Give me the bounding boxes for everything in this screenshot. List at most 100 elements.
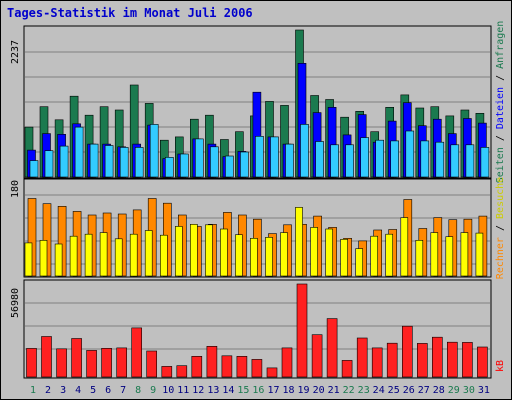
day-tick-label: 22 [343, 385, 355, 396]
besuche-bar [430, 232, 439, 277]
kb-bar [446, 341, 458, 378]
day-tick-label: 3 [60, 385, 66, 396]
legend-entry: Seiten [495, 147, 506, 183]
seiten-bar [450, 144, 460, 178]
besuche-bar [175, 226, 183, 277]
seiten-bar [149, 124, 159, 178]
day-tick-label: 20 [313, 385, 325, 396]
besuche-bar [325, 228, 333, 277]
bottom-legend: kB [495, 360, 506, 372]
kb-bar [116, 347, 127, 378]
besuche-bar [144, 230, 153, 277]
kb-bar [416, 343, 428, 378]
day-tick-label: 2 [45, 385, 51, 396]
middle-bars [24, 198, 488, 277]
seiten-bar [180, 153, 189, 178]
seiten-bar [74, 126, 84, 178]
legend-entry: / [495, 219, 506, 237]
seiten-bar [104, 145, 114, 178]
seiten-bar [59, 145, 69, 178]
besuche-bar [340, 239, 348, 277]
besuche-bar [415, 240, 424, 277]
kb-bar [431, 336, 443, 378]
seiten-bar [165, 157, 174, 178]
kb-bar [251, 359, 263, 378]
seiten-bar [134, 147, 144, 178]
besuche-bar [445, 236, 454, 277]
besuche-bar [475, 232, 484, 277]
top-ymax-label: 2237 [10, 40, 21, 64]
legend-entry: Anfragen [495, 21, 506, 69]
besuche-bar [310, 227, 318, 277]
besuche-bar [355, 248, 364, 277]
besuche-bar [205, 224, 213, 277]
kb-bar [386, 342, 398, 378]
day-tick-label: 5 [90, 385, 96, 396]
seiten-bar [480, 147, 490, 178]
day-tick-label: 19 [297, 385, 309, 396]
besuche-bar [160, 234, 168, 277]
kb-bar [221, 355, 233, 378]
day-tick-label: 25 [388, 385, 400, 396]
legend-entry: kB [495, 360, 506, 372]
seiten-bar [255, 136, 264, 178]
besuche-bar [400, 217, 409, 277]
day-tick-label: 9 [150, 385, 156, 396]
kb-bar [176, 365, 188, 378]
kb-bar [401, 325, 413, 378]
day-tick-label: 16 [252, 385, 264, 396]
besuche-bar [114, 238, 123, 277]
besuche-bar [265, 237, 273, 277]
day-tick-label: 21 [328, 385, 340, 396]
kb-bar [462, 342, 473, 378]
day-tick-label: 7 [120, 385, 126, 396]
seiten-bar [89, 143, 99, 178]
day-tick-label: 14 [222, 385, 234, 396]
seiten-bar [435, 141, 445, 178]
top-bars [24, 29, 490, 178]
besuche-bar [69, 235, 78, 277]
seiten-bar [375, 139, 385, 178]
kb-bar [101, 347, 112, 378]
seiten-bar [420, 140, 430, 178]
kb-bar [296, 283, 308, 378]
besuche-bar [235, 234, 243, 277]
day-tick-label: 26 [403, 385, 415, 396]
day-tick-label: 29 [448, 385, 460, 396]
besuche-bar [295, 207, 303, 277]
legend-entry: Dateien [495, 87, 506, 129]
day-tick-label: 12 [192, 385, 204, 396]
seiten-bar [405, 130, 415, 178]
day-tick-label: 15 [237, 385, 249, 396]
seiten-bar [270, 136, 279, 178]
besuche-bar [129, 233, 138, 277]
besuche-bar [220, 228, 228, 277]
day-tick-label: 30 [463, 385, 475, 396]
kb-bar [146, 350, 157, 378]
day-tick-label: 11 [177, 385, 189, 396]
day-tick-label: 31 [478, 385, 490, 396]
seiten-bar [315, 141, 324, 178]
seiten-bar [300, 124, 309, 178]
legend-entry: Besuche [495, 177, 506, 219]
seiten-bar [195, 138, 204, 178]
kb-bar [56, 348, 67, 378]
kb-bar [71, 338, 82, 378]
kb-bar [131, 327, 142, 378]
kb-bar [326, 318, 338, 378]
day-tick-label: 28 [433, 385, 445, 396]
besuche-bar [250, 238, 258, 277]
kb-bar [191, 355, 203, 378]
top-legend: Seiten / Dateien / Anfragen [495, 21, 506, 184]
seiten-bar [465, 144, 475, 178]
bottom-bars [26, 283, 488, 378]
besuche-bar [84, 233, 93, 277]
seiten-bar [285, 143, 294, 178]
besuche-bar [24, 242, 33, 277]
kb-bar [266, 367, 278, 378]
day-tick-label: 24 [373, 385, 385, 396]
kb-bar [477, 346, 488, 378]
seiten-bar [210, 146, 219, 178]
day-tick-label: 8 [135, 385, 141, 396]
